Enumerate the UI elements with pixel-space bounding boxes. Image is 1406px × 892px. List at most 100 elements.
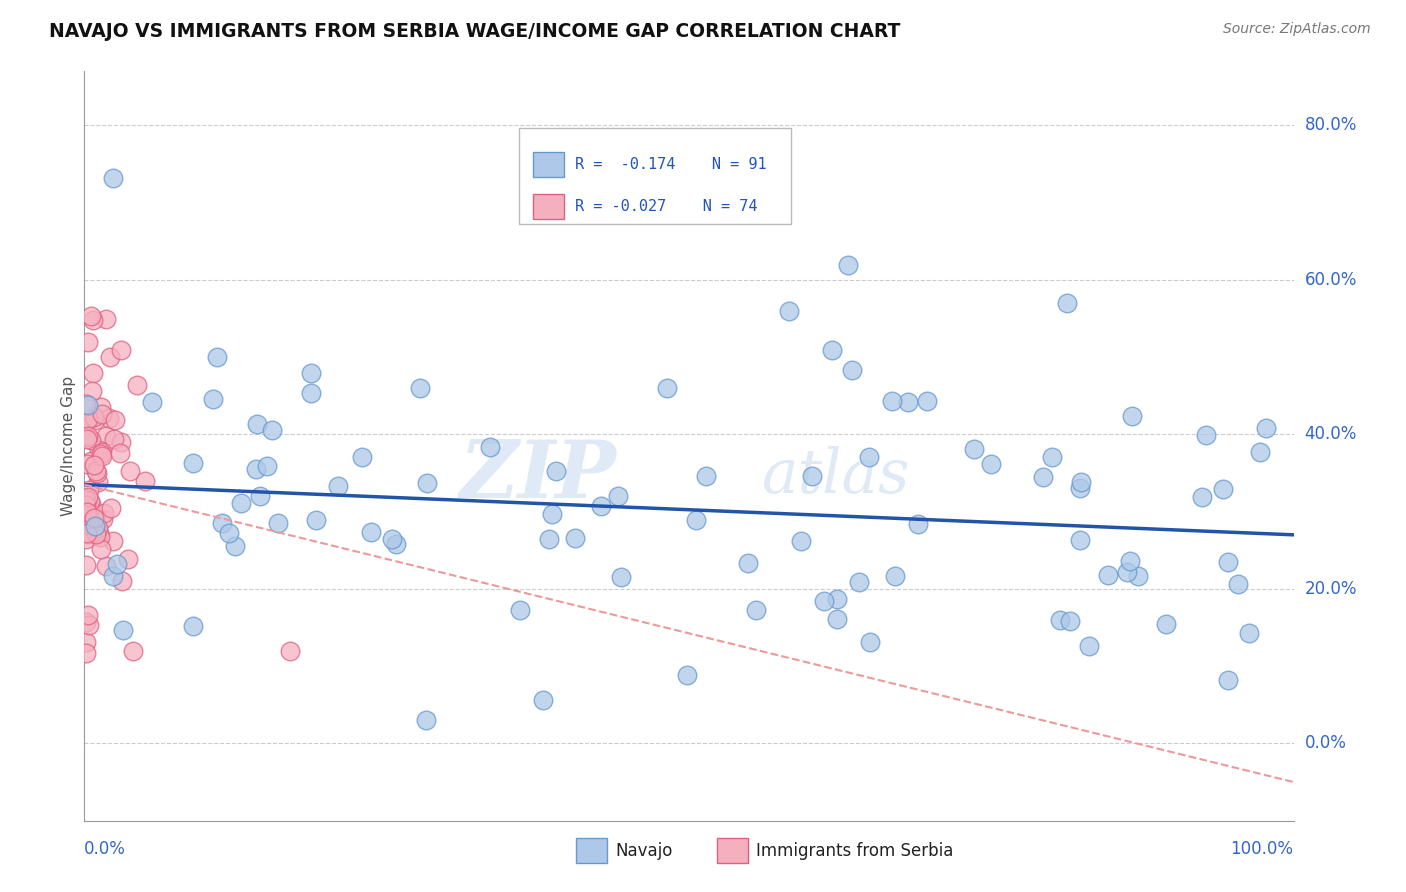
Immigrants from Serbia: [75, 533, 97, 547]
Navajo: [607, 489, 630, 503]
Navajo: [591, 499, 613, 513]
Navajo: [479, 440, 502, 454]
Immigrants from Serbia: [84, 464, 107, 478]
Text: 60.0%: 60.0%: [1305, 271, 1357, 289]
Navajo: [181, 456, 204, 470]
Navajo: [1069, 481, 1091, 495]
Immigrants from Serbia: [77, 490, 100, 504]
Navajo: [111, 623, 134, 637]
Navajo: [509, 603, 531, 617]
Immigrants from Serbia: [75, 615, 97, 629]
Navajo: [1154, 617, 1177, 632]
Navajo: [837, 258, 859, 272]
Navajo: [540, 508, 562, 522]
Immigrants from Serbia: [79, 505, 101, 519]
Text: Navajo: Navajo: [616, 842, 673, 860]
Navajo: [183, 619, 205, 633]
Y-axis label: Wage/Income Gap: Wage/Income Gap: [60, 376, 76, 516]
Immigrants from Serbia: [98, 350, 121, 364]
Immigrants from Serbia: [111, 574, 134, 589]
Navajo: [1070, 475, 1092, 490]
Navajo: [246, 417, 269, 431]
Navajo: [224, 539, 246, 553]
Immigrants from Serbia: [87, 526, 110, 541]
Immigrants from Serbia: [77, 617, 100, 632]
Immigrants from Serbia: [75, 493, 97, 508]
Immigrants from Serbia: [83, 409, 105, 424]
Immigrants from Serbia: [76, 457, 98, 471]
Text: 0.0%: 0.0%: [1305, 734, 1347, 752]
Immigrants from Serbia: [90, 408, 112, 422]
Navajo: [299, 386, 322, 401]
Navajo: [1119, 554, 1142, 568]
Immigrants from Serbia: [108, 446, 131, 460]
Immigrants from Serbia: [80, 310, 103, 324]
Immigrants from Serbia: [79, 501, 101, 516]
Immigrants from Serbia: [90, 447, 112, 461]
Immigrants from Serbia: [75, 491, 97, 505]
Immigrants from Serbia: [79, 497, 101, 511]
Immigrants from Serbia: [77, 607, 100, 622]
Navajo: [695, 469, 717, 483]
Navajo: [1032, 470, 1054, 484]
Text: NAVAJO VS IMMIGRANTS FROM SERBIA WAGE/INCOME GAP CORRELATION CHART: NAVAJO VS IMMIGRANTS FROM SERBIA WAGE/IN…: [49, 22, 901, 41]
Navajo: [800, 469, 823, 483]
Navajo: [1212, 482, 1234, 496]
Navajo: [260, 423, 283, 437]
Text: 20.0%: 20.0%: [1305, 580, 1357, 598]
Immigrants from Serbia: [103, 432, 125, 446]
Text: atlas: atlas: [762, 446, 910, 506]
Navajo: [821, 343, 844, 357]
Navajo: [841, 363, 863, 377]
Navajo: [256, 459, 278, 474]
Immigrants from Serbia: [101, 533, 124, 548]
Navajo: [737, 556, 759, 570]
Immigrants from Serbia: [96, 311, 118, 326]
Immigrants from Serbia: [75, 417, 97, 431]
Navajo: [1097, 567, 1119, 582]
Immigrants from Serbia: [76, 526, 98, 541]
Navajo: [1040, 450, 1063, 464]
Text: 0.0%: 0.0%: [84, 840, 127, 858]
Navajo: [384, 537, 406, 551]
Navajo: [101, 170, 124, 185]
Immigrants from Serbia: [94, 429, 117, 443]
Navajo: [1115, 565, 1137, 579]
Immigrants from Serbia: [91, 511, 114, 525]
Immigrants from Serbia: [84, 527, 107, 541]
Immigrants from Serbia: [75, 635, 97, 649]
Navajo: [1216, 555, 1239, 569]
Text: R =  -0.174    N = 91: R = -0.174 N = 91: [575, 157, 766, 171]
Navajo: [544, 464, 567, 478]
Navajo: [299, 367, 322, 381]
Immigrants from Serbia: [75, 397, 97, 411]
Navajo: [859, 635, 882, 649]
Immigrants from Serbia: [76, 432, 98, 446]
Immigrants from Serbia: [110, 435, 132, 450]
Text: R = -0.027    N = 74: R = -0.027 N = 74: [575, 199, 758, 214]
Navajo: [201, 392, 224, 406]
Immigrants from Serbia: [87, 475, 110, 489]
Navajo: [880, 393, 903, 408]
Immigrants from Serbia: [76, 505, 98, 519]
Navajo: [304, 513, 326, 527]
Immigrants from Serbia: [82, 366, 104, 380]
Navajo: [1191, 490, 1213, 504]
Navajo: [907, 517, 929, 532]
Navajo: [657, 381, 679, 395]
Immigrants from Serbia: [77, 334, 100, 349]
Navajo: [218, 525, 240, 540]
Text: Source: ZipAtlas.com: Source: ZipAtlas.com: [1223, 22, 1371, 37]
Navajo: [1256, 421, 1278, 435]
Navajo: [897, 395, 920, 409]
Immigrants from Serbia: [87, 521, 110, 535]
Navajo: [1056, 296, 1078, 310]
Text: Immigrants from Serbia: Immigrants from Serbia: [756, 842, 953, 860]
Immigrants from Serbia: [117, 551, 139, 566]
Navajo: [409, 381, 432, 395]
Immigrants from Serbia: [77, 527, 100, 541]
Immigrants from Serbia: [75, 558, 97, 572]
Navajo: [980, 457, 1002, 471]
Navajo: [813, 594, 835, 608]
Text: ZIP: ZIP: [460, 437, 616, 515]
